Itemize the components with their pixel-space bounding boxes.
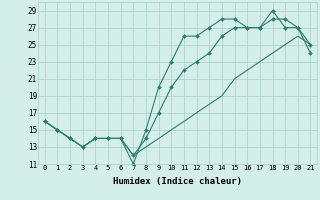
X-axis label: Humidex (Indice chaleur): Humidex (Indice chaleur) — [113, 177, 242, 186]
